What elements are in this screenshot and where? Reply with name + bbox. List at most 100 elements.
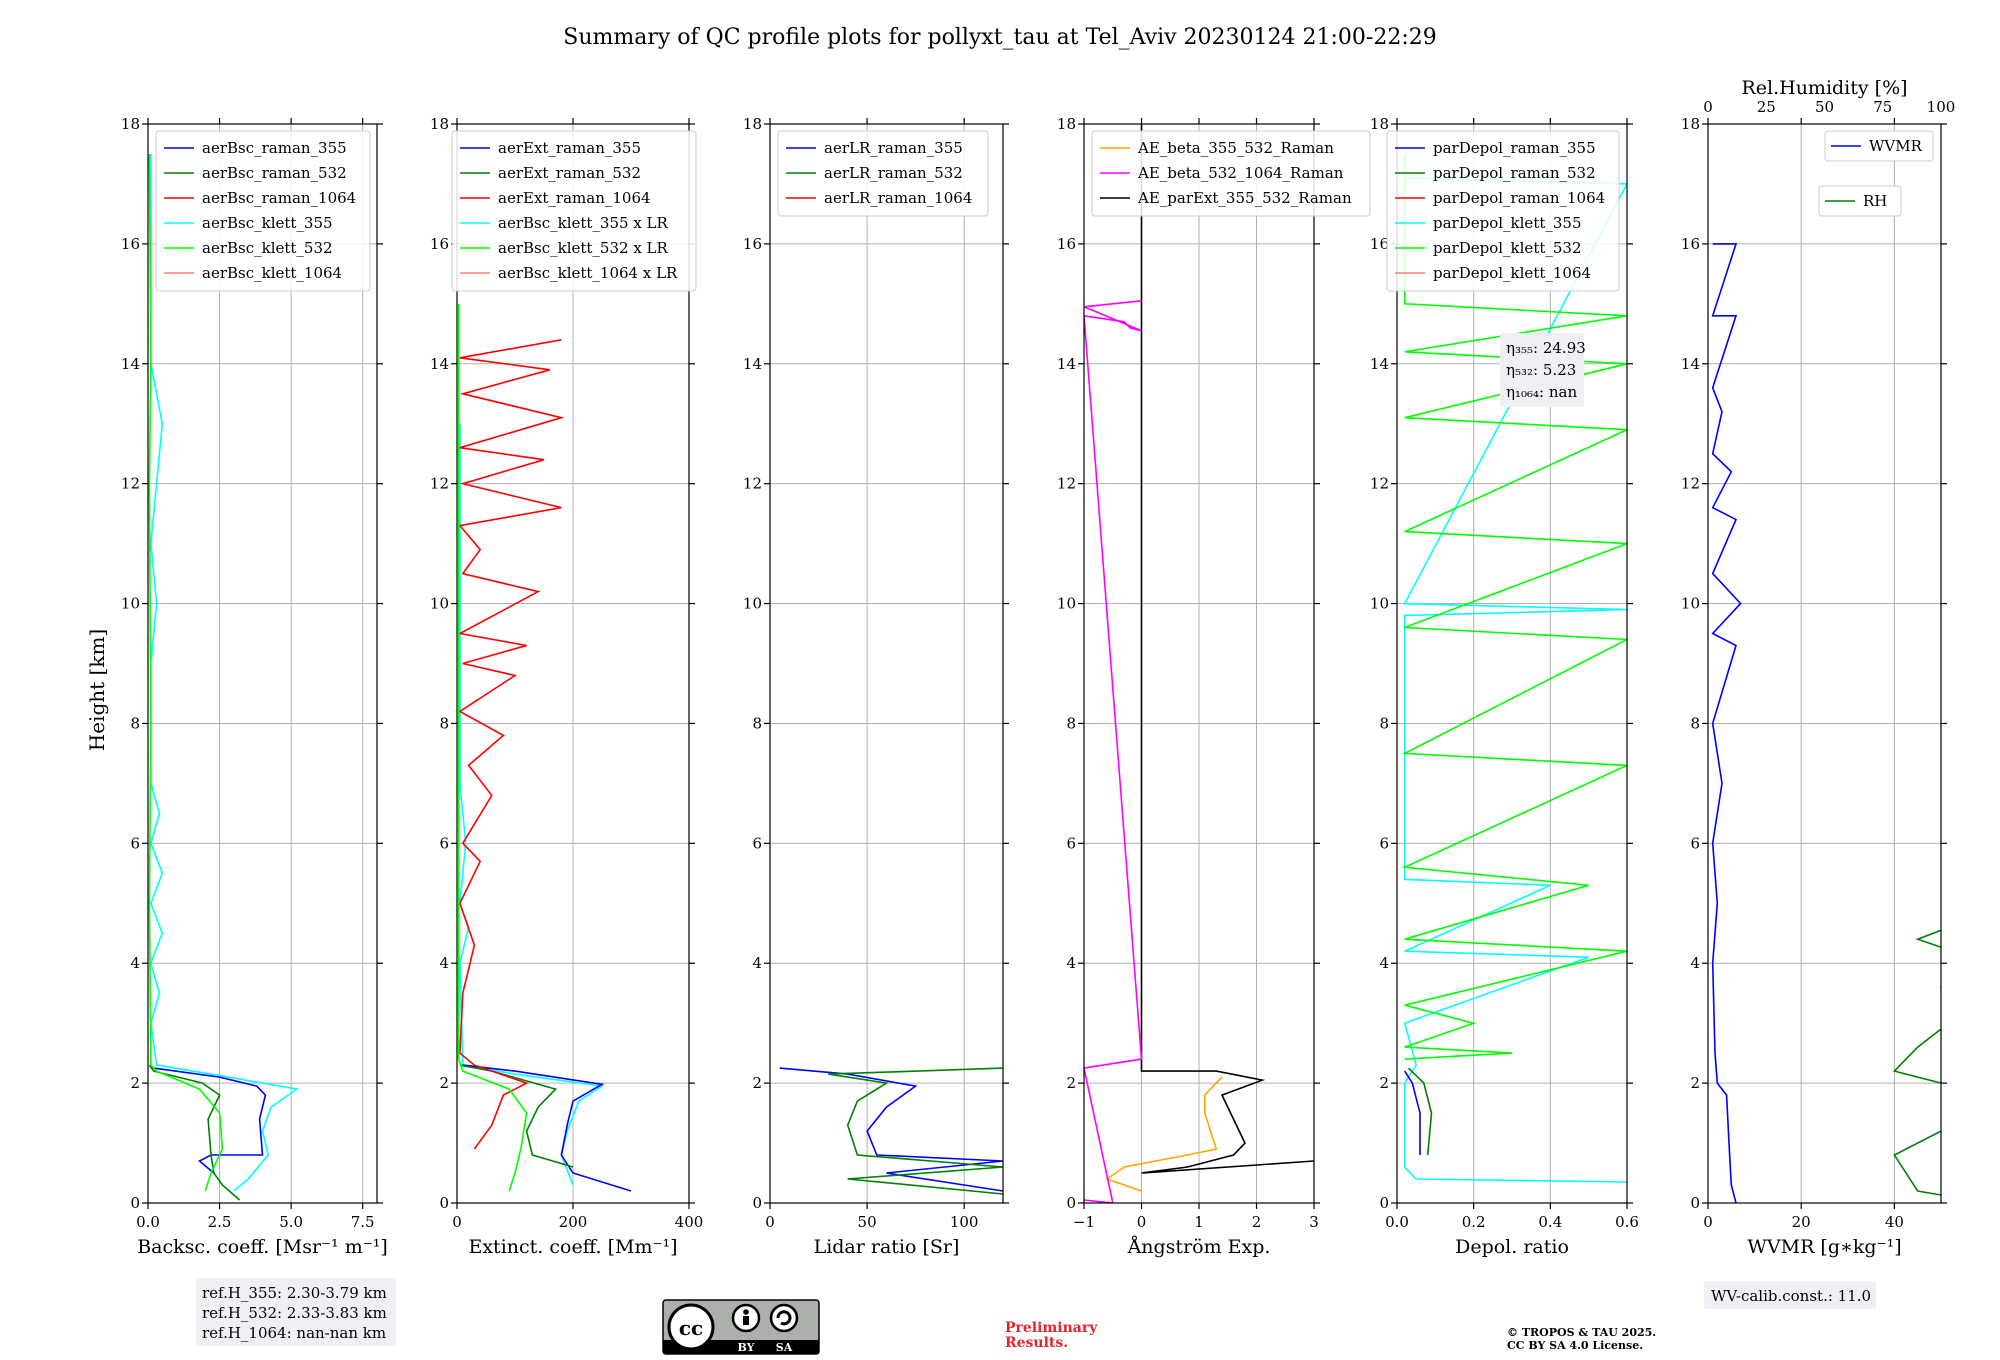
y-tick-label: 8 [1690,714,1700,732]
x-axis-label: Depol. ratio [1455,1236,1569,1258]
legend-entry: AE_beta_355_532_Raman [1137,139,1334,157]
y-tick-label: 8 [1066,714,1076,732]
y-tick-label: 14 [1057,355,1076,373]
legend-entry: aerExt_raman_532 [498,164,641,182]
y-tick-label: 10 [430,595,449,613]
x-tick-label: 3 [1309,1213,1319,1231]
x-axis-label: Extinct. coeff. [Mm⁻¹] [468,1236,677,1258]
x-tick-label: 100 [950,1213,979,1231]
legend: AE_beta_355_532_Raman AE_beta_532_1064_Ra… [1091,130,1371,217]
y-tick-label: 8 [752,714,762,732]
y-tick-label: 12 [1370,475,1389,493]
y-tick-label: 18 [430,115,449,133]
y-tick-label: 2 [1690,1074,1700,1092]
series-WVMR [1711,243,1742,1203]
legend-entry: parDepol_klett_1064 [1433,264,1591,282]
panel-bsc: 0.0 2.5 5.0 7.5 0 2 4 6 8 10 12 14 16 18 Backsc. coeff… [121,115,388,1258]
cc-license-icon: cc BY SA [662,1299,820,1355]
legend-entry: aerBsc_raman_532 [202,164,347,182]
legend-entry: aerBsc_klett_532 x LR [498,239,669,257]
legend-entry: aerBsc_klett_355 [202,214,333,232]
y-tick-label: 14 [743,355,762,373]
series-aerBsc_klett_532 [148,153,224,1192]
top-tick-label: 50 [1815,98,1834,116]
preliminary-line-2: Results. [1005,1335,1068,1351]
y-tick-label: 10 [1681,595,1700,613]
series-aerBsc_klett_355 [150,154,299,1192]
legend-entry: WVMR [1869,137,1923,155]
y-tick-label: 6 [1066,834,1076,852]
series-parDepol_raman_355 [1404,1070,1421,1155]
y-tick-label: 8 [1379,714,1389,732]
legend: aerLR_raman_355 aerLR_raman_532 aerLR_rama… [777,130,989,217]
y-tick-label: 14 [1370,355,1389,373]
y-tick-label: 18 [1057,115,1076,133]
y-tick-label: 8 [130,714,140,732]
legend: aerExt_raman_355 aerExt_raman_532 aerExt_r… [451,130,697,292]
legend-entry: aerBsc_klett_1064 [202,264,342,282]
preliminary-line-1: Preliminary [1005,1320,1098,1336]
y-tick-label: 18 [743,115,762,133]
y-tick-label: 12 [121,475,140,493]
legend: WVMR RH [1818,130,1934,217]
x-tick-label: 20 [1792,1213,1811,1231]
y-tick-label: 12 [430,475,449,493]
legend-entry: aerExt_raman_1064 [498,189,651,207]
x-tick-label: 0.0 [1385,1213,1409,1231]
x-tick-label: 2.5 [208,1213,232,1231]
y-tick-label: 14 [430,355,449,373]
y-tick-label: 6 [439,834,449,852]
y-tick-label: 6 [130,834,140,852]
y-tick-label: 12 [1057,475,1076,493]
x-tick-label: 5.0 [279,1213,303,1231]
top-tick-label: 100 [1927,98,1956,116]
legend-entry: parDepol_klett_355 [1433,214,1582,232]
series-aerBsc_klett_355 x LR [459,423,605,1186]
panel-lr: 0 50 100 0 2 4 6 8 10 12 14 16 18 Lidar ratio [Sr] aer… [743,115,1009,1258]
y-tick-label: 4 [130,954,140,972]
y-tick-label: 10 [121,595,140,613]
x-tick-label: 0.6 [1615,1213,1639,1231]
y-tick-label: 0 [439,1194,449,1212]
y-tick-label: 0 [1379,1194,1389,1212]
legend-entry: parDepol_raman_355 [1433,139,1596,157]
y-tick-label: 16 [743,235,762,253]
legend-entry: aerLR_raman_532 [824,164,963,182]
series-aerLR_raman_532 [828,1067,1003,1195]
x-axis-label: WVMR [g∗kg⁻¹] [1747,1236,1901,1258]
refh-line-2: ref.H_532: 2.33-3.83 km [202,1304,387,1322]
series-parDepol_raman_532 [1407,1067,1433,1156]
copyright-line-1: © TROPOS & TAU 2025. [1507,1326,1656,1339]
y-tick-label: 16 [1681,235,1700,253]
y-tick-label: 2 [752,1074,762,1092]
y-tick-label: 16 [1057,235,1076,253]
svg-text:cc: cc [679,1316,703,1340]
refh-line-1: ref.H_355: 2.30-3.79 km [202,1284,387,1302]
y-tick-label: 14 [1681,355,1700,373]
y-tick-label: 6 [1690,834,1700,852]
x-axis-label: Ångström Exp. [1127,1236,1271,1258]
panel-depol: 0.0 0.2 0.4 0.6 0 2 4 6 8 10 12 14 16 18 Depol. ratio p… [1370,115,1639,1258]
eta-value: η₃₅₅: 24.93 [1506,339,1586,357]
chart-title: Summary of QC profile plots for pollyxt_… [563,25,1436,50]
legend-entry: AE_beta_532_1064_Raman [1137,164,1344,182]
x-tick-label: 7.5 [351,1213,375,1231]
legend: aerBsc_raman_355 aerBsc_raman_532 aerBsc_r… [155,130,371,292]
y-tick-label: 0 [130,1194,140,1212]
y-tick-label: 10 [1370,595,1389,613]
wv-calib-box: WV-calib.const.: 11.0 [1704,1281,1876,1309]
series-aerBsc_raman_355 [148,1064,267,1174]
plot-frame [769,123,1004,1204]
y-tick-label: 8 [439,714,449,732]
panel-wv: 0 20 40 0 2 4 6 8 10 12 14 16 18 WVMR [g∗kg⁻¹] 0 25 50 75… [1681,77,1956,1258]
x-tick-label: 0 [452,1213,462,1231]
x-tick-label: 400 [675,1213,704,1231]
legend-entry: RH [1863,192,1887,210]
y-tick-label: 12 [743,475,762,493]
x-tick-label: 0 [765,1213,775,1231]
series-AE_beta_532_1064_Raman [1084,300,1143,1203]
x-tick-label: 40 [1885,1213,1904,1231]
x-tick-label: 200 [559,1213,588,1231]
legend-entry: aerLR_raman_1064 [824,189,972,207]
